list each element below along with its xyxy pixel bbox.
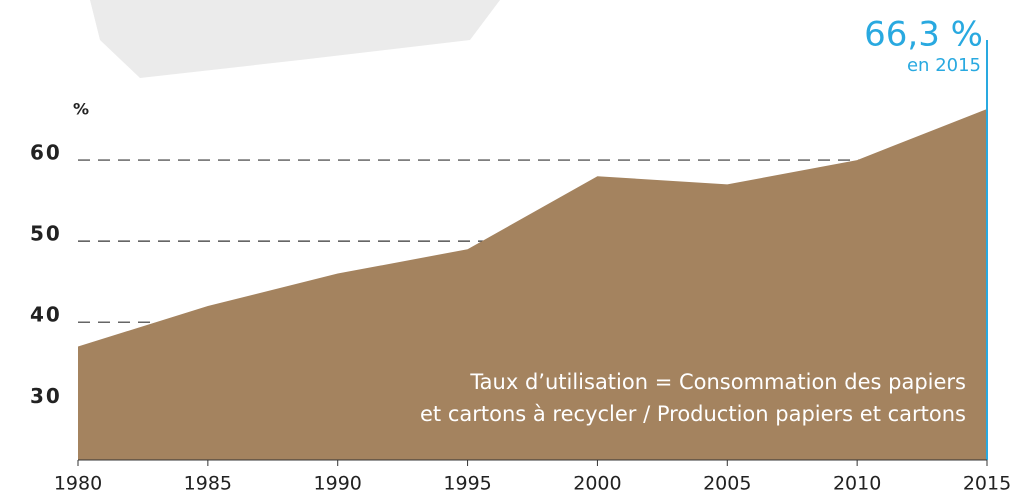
y-tick-label: 30 <box>30 384 62 408</box>
x-tick-label: 1985 <box>184 473 232 495</box>
paper-decoration <box>90 0 500 78</box>
x-tick-label: 1990 <box>314 473 362 495</box>
y-axis-label: % <box>73 100 89 119</box>
x-tick-label: 1995 <box>443 473 491 495</box>
y-tick-label: 60 <box>30 141 62 165</box>
value-label: 66,3 % <box>864 15 983 55</box>
x-tick-label: 2010 <box>833 473 881 495</box>
annotation: en 2015 <box>907 55 981 76</box>
x-tick-label: 2000 <box>573 473 621 495</box>
chart: % 30 40 50 60 66,3 %en 2015 Taux d’utilisatio… <box>0 0 1021 499</box>
y-tick-label: 40 <box>30 303 62 327</box>
note: et cartons à recycler / Production papie… <box>420 402 966 426</box>
y-tick-label: 50 <box>30 222 62 246</box>
x-tick-label: 2005 <box>703 473 751 495</box>
x-tick-label: 1980 <box>54 473 102 495</box>
note: Taux d’utilisation = Consommation des pa… <box>469 370 966 394</box>
x-tick-label: 2015 <box>963 473 1011 495</box>
